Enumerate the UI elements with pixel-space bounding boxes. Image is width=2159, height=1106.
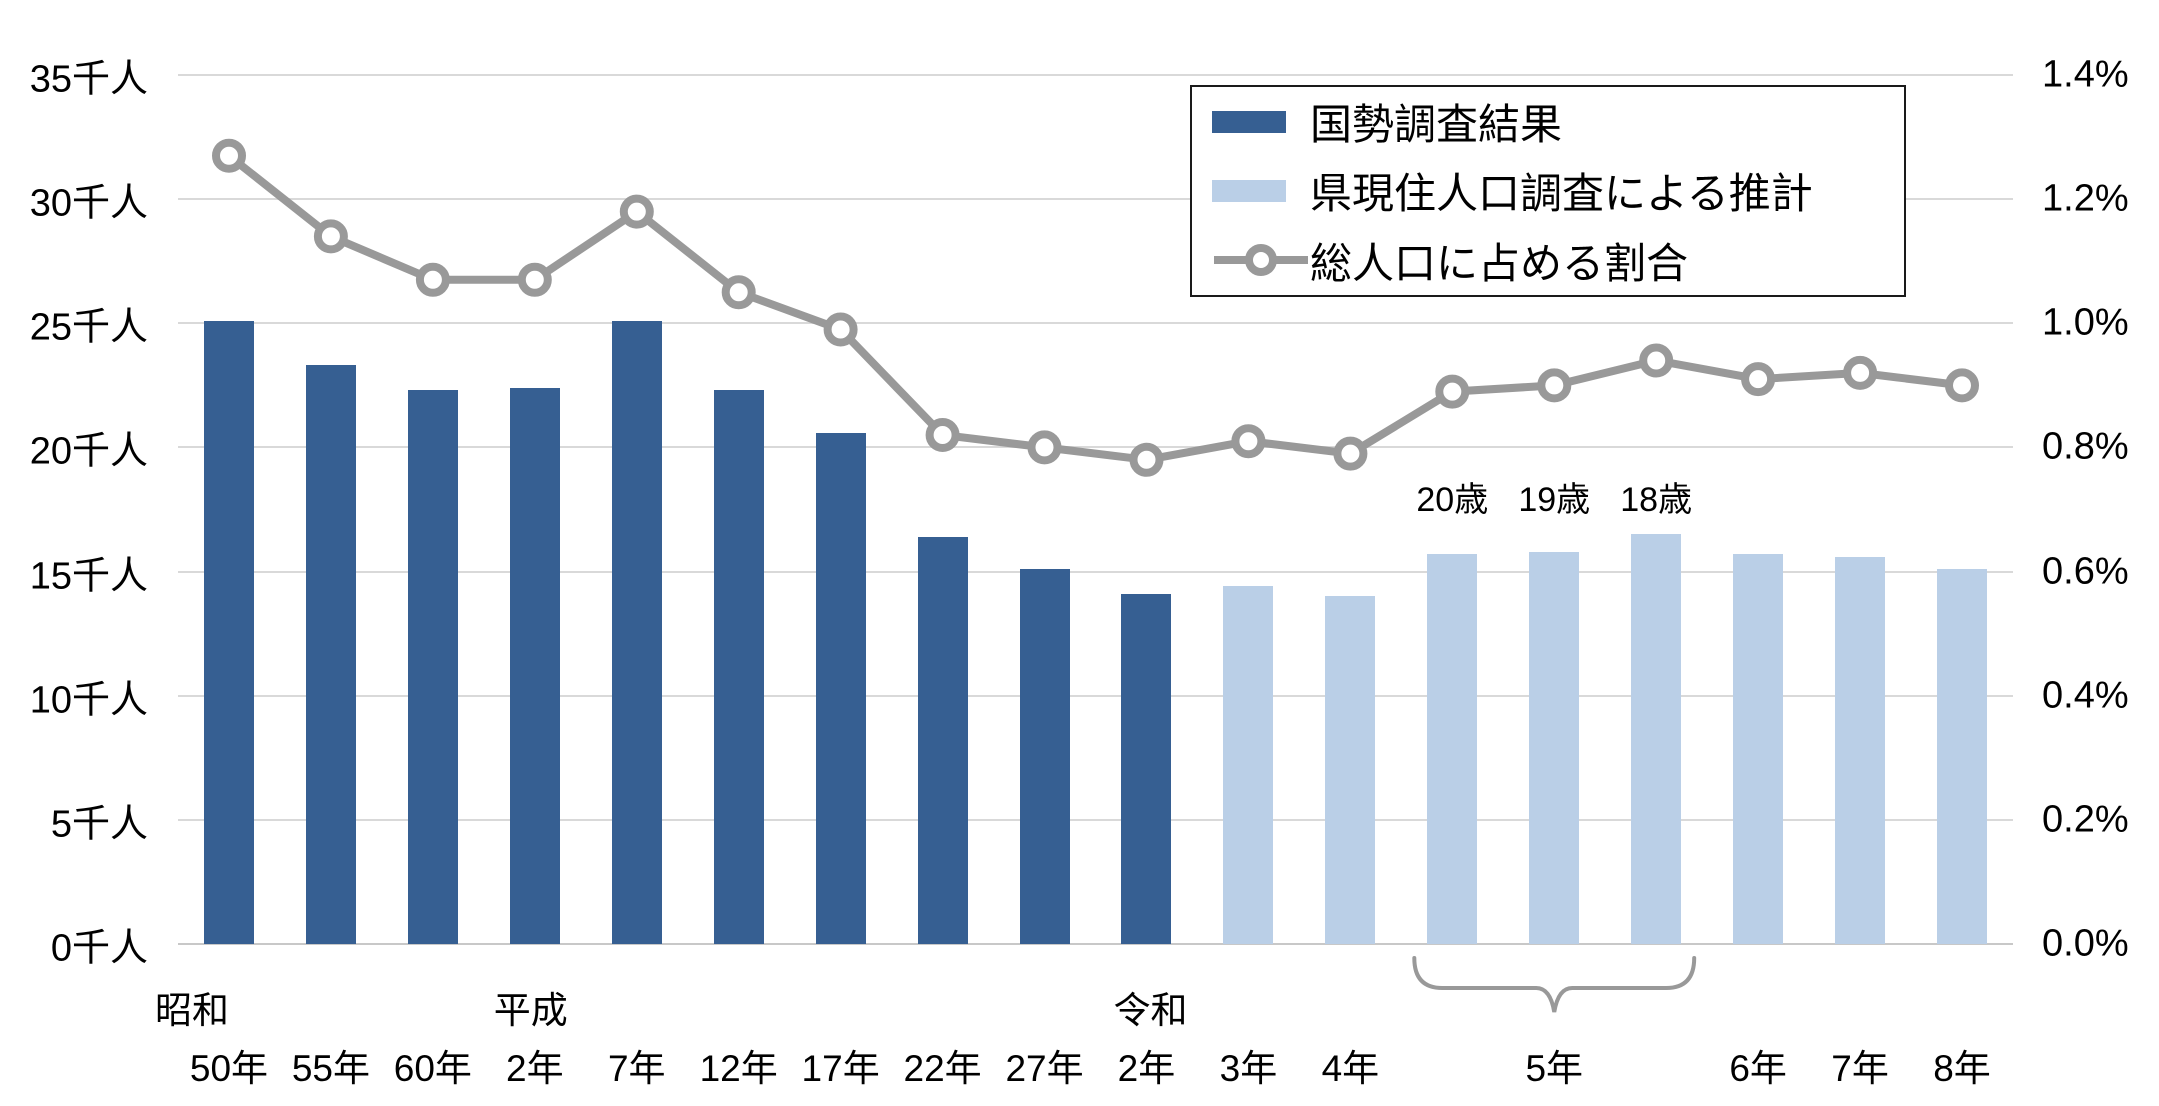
x-tick-label: 7年 <box>607 1048 666 1089</box>
right-axis-tick-label: 1.0% <box>2042 301 2129 344</box>
legend-label-estimate: 県現住人口調査による推計 <box>1310 170 1813 218</box>
estimate-bar <box>1937 569 1988 944</box>
ratio-marker <box>1945 368 1979 403</box>
gridline <box>178 943 2013 945</box>
estimate-bar <box>1835 556 1886 944</box>
x-tick-label: 17年 <box>801 1048 880 1089</box>
ratio-marker <box>1639 343 1674 378</box>
x-tick-label: 60年 <box>393 1048 472 1089</box>
census-bar <box>713 390 764 944</box>
census-bar <box>305 365 356 944</box>
legend-item-estimate: 県現住人口調査による推計 <box>1192 156 1904 225</box>
census-bar <box>611 320 662 944</box>
x-tick-label: 2年 <box>506 1048 564 1089</box>
right-axis-tick-label: 0.2% <box>2042 798 2129 841</box>
census-bar <box>407 390 458 944</box>
ratio-marker <box>313 219 348 254</box>
estimate-bar <box>1529 551 1580 944</box>
right-axis-tick-label: 0.6% <box>2042 550 2129 593</box>
left-axis-tick-label: 10千人 <box>29 679 148 722</box>
legend-item-census: 国勢調査結果 <box>1192 87 1904 156</box>
ratio-marker <box>1741 362 1776 397</box>
x-tick-label: 27年 <box>1005 1048 1084 1089</box>
era-label: 令和 <box>1113 990 1188 1031</box>
group-brace <box>1412 956 1697 1013</box>
x-tick-label: 55年 <box>291 1048 370 1089</box>
ratio-marker <box>1231 424 1266 459</box>
ratio-marker <box>925 418 960 452</box>
era-label: 昭和 <box>154 990 229 1031</box>
legend-label-census: 国勢調査結果 <box>1310 101 1563 149</box>
gridline <box>178 570 2013 573</box>
gridline <box>178 322 2013 325</box>
gridline <box>178 818 2013 821</box>
age-annotation: 19歳 <box>1518 481 1591 519</box>
left-axis-tick-label: 15千人 <box>29 555 148 598</box>
legend-item-ratio: 総人口に占める割合 <box>1192 226 1904 295</box>
left-axis-tick-label: 25千人 <box>29 306 148 349</box>
x-tick-label: 12年 <box>699 1048 778 1089</box>
left-axis-tick-label: 20千人 <box>29 430 148 473</box>
gridline <box>178 74 2013 76</box>
ratio-marker <box>212 138 246 173</box>
age-annotation: 18歳 <box>1620 481 1693 519</box>
x-tick-label: 50年 <box>189 1048 269 1089</box>
x-tick-label: 6年 <box>1729 1048 1787 1089</box>
census-bar <box>1121 593 1172 944</box>
left-axis-tick-label: 5千人 <box>50 803 148 846</box>
ratio-marker <box>1027 430 1062 465</box>
census-bar-swatch-icon <box>1192 110 1310 133</box>
estimate-bar-swatch-icon <box>1192 179 1310 202</box>
ratio-marker <box>721 275 756 310</box>
legend-label-ratio: 総人口に占める割合 <box>1310 239 1689 287</box>
left-axis-tick-label: 30千人 <box>29 182 148 225</box>
x-tick-label: 22年 <box>903 1048 982 1089</box>
census-bar <box>917 536 968 944</box>
era-label: 平成 <box>493 990 568 1031</box>
right-axis-tick-label: 0.0% <box>2042 922 2129 965</box>
right-axis-tick-label: 0.4% <box>2042 674 2129 717</box>
right-axis-tick-label: 1.2% <box>2042 177 2129 220</box>
census-bar <box>203 320 254 944</box>
ratio-marker <box>1537 368 1572 403</box>
left-axis-tick-label: 35千人 <box>29 58 148 101</box>
gridline <box>178 694 2013 697</box>
x-tick-label: 8年 <box>1933 1048 1991 1089</box>
ratio-marker <box>823 312 858 347</box>
estimate-bar <box>1631 534 1682 944</box>
ratio-marker <box>415 262 450 297</box>
ratio-marker <box>619 194 654 229</box>
gridline <box>178 446 2013 449</box>
estimate-bar <box>1427 554 1478 944</box>
gridline <box>178 198 2013 201</box>
right-axis-tick-label: 0.8% <box>2042 425 2129 468</box>
left-axis-tick-label: 0千人 <box>50 927 148 970</box>
estimate-bar <box>1733 554 1784 944</box>
right-axis-tick-label: 1.4% <box>2042 53 2129 96</box>
ratio-marker <box>1843 355 1878 390</box>
x-tick-label: 3年 <box>1219 1048 1278 1089</box>
census-bar <box>509 387 560 944</box>
legend: 国勢調査結果 県現住人口調査による推計 総人口に占める割合 <box>1190 85 1906 297</box>
line-marker-swatch-icon <box>1192 238 1310 282</box>
x-tick-label: 4年 <box>1321 1048 1380 1089</box>
ratio-marker <box>1435 374 1470 409</box>
census-bar <box>1019 569 1070 944</box>
ratio-marker <box>1129 442 1164 477</box>
x-tick-label: 7年 <box>1831 1048 1889 1089</box>
estimate-bar <box>1223 586 1274 944</box>
ratio-marker <box>1333 436 1368 471</box>
ratio-marker <box>517 262 552 297</box>
group-label: 5年 <box>1525 1048 1584 1089</box>
x-tick-label: 2年 <box>1117 1048 1176 1089</box>
estimate-bar <box>1325 596 1376 944</box>
census-bar <box>815 432 866 944</box>
age-annotation: 20歳 <box>1416 481 1489 519</box>
